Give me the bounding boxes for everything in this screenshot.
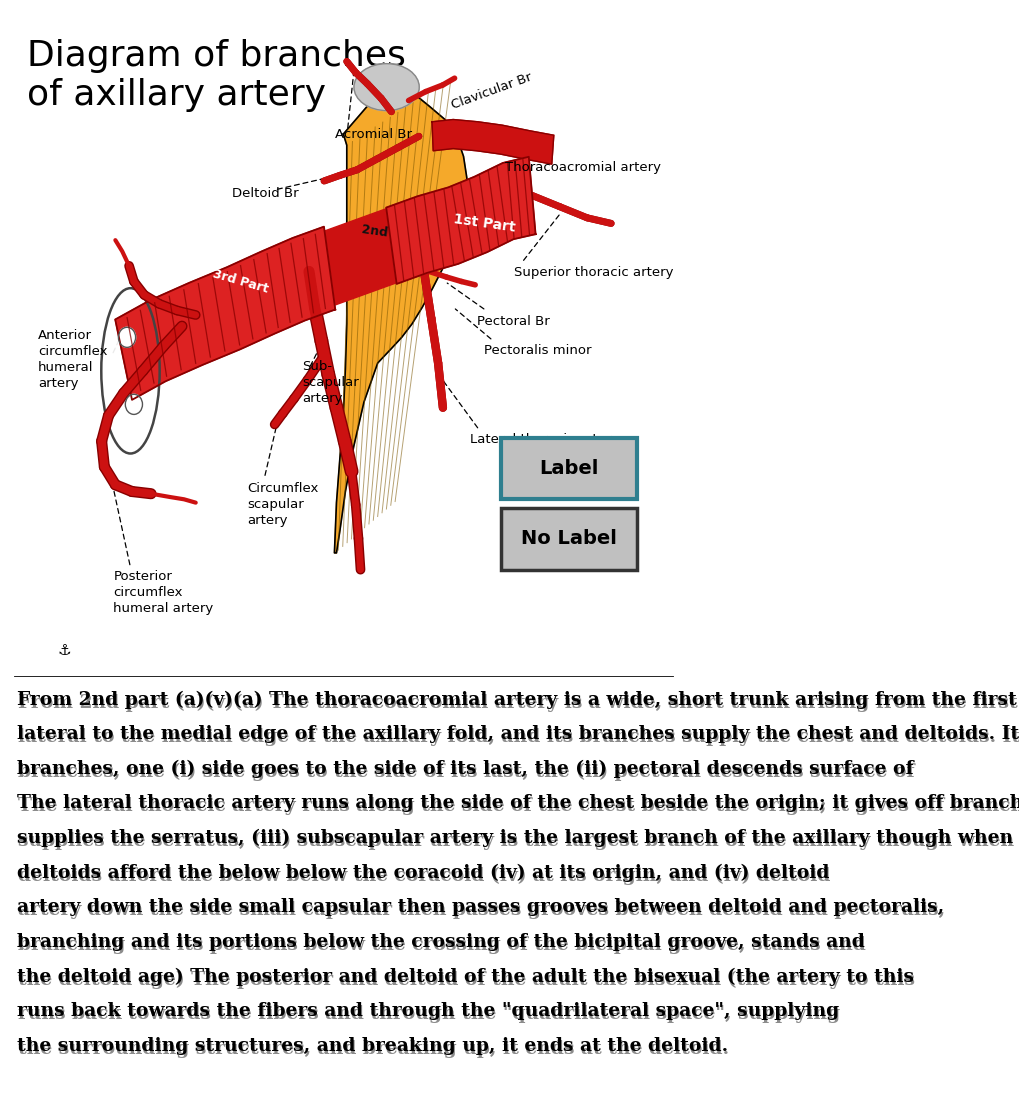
Text: From 2nd part (a)(v)(a) The thoracoacromial artery is a wide, short trunk arisin: From 2nd part (a)(v)(a) The thoracoacrom… <box>17 690 1019 708</box>
Text: the surrounding structures, and breaking up, it ends at the deltoid.: the surrounding structures, and breaking… <box>17 1037 728 1054</box>
Text: artery down the side small capsular then passes grooves between deltoid and pect: artery down the side small capsular then… <box>18 901 945 919</box>
Text: 2nd: 2nd <box>360 223 388 239</box>
Text: branches, one (i) side goes to the side of its last, the (ii) pectoral descends : branches, one (i) side goes to the side … <box>17 760 913 777</box>
Text: branching and its portions below the crossing of the bicipital groove, stands an: branching and its portions below the cro… <box>17 933 864 951</box>
Text: Posterior
circumflex
humeral artery: Posterior circumflex humeral artery <box>113 570 213 614</box>
Text: 1st Part: 1st Part <box>451 212 516 235</box>
Text: Clavicular Br: Clavicular Br <box>449 70 534 112</box>
Ellipse shape <box>118 327 136 347</box>
Text: the surrounding structures, and breaking up, it ends at the deltoid.: the surrounding structures, and breaking… <box>18 1040 729 1058</box>
Ellipse shape <box>101 288 160 454</box>
Polygon shape <box>115 227 335 400</box>
FancyBboxPatch shape <box>500 508 637 570</box>
Text: Label: Label <box>539 458 598 478</box>
Text: artery down the side small capsular then passes grooves between deltoid and pect: artery down the side small capsular then… <box>17 898 944 916</box>
Text: The lateral thoracic artery runs along the side of the chest beside the origin; : The lateral thoracic artery runs along t… <box>18 798 1019 815</box>
Text: supplies the serratus, (iii) subscapular artery is the largest branch of the axi: supplies the serratus, (iii) subscapular… <box>17 829 1019 847</box>
Text: Anterior
circumflex
humeral
artery: Anterior circumflex humeral artery <box>38 330 107 390</box>
Polygon shape <box>293 198 427 316</box>
Text: Diagram of branches
of axillary artery: Diagram of branches of axillary artery <box>28 39 406 113</box>
Text: runs back towards the fibers and through the "quadrilateral space", supplying: runs back towards the fibers and through… <box>18 1005 840 1023</box>
Ellipse shape <box>125 394 143 414</box>
Text: The lateral thoracic artery runs along the side of the chest beside the origin; : The lateral thoracic artery runs along t… <box>17 794 1019 812</box>
Text: the deltoid age) The posterior and deltoid of the adult the bisexual (the artery: the deltoid age) The posterior and delto… <box>17 967 913 985</box>
Text: branching and its portions below the crossing of the bicipital groove, stands an: branching and its portions below the cro… <box>18 936 865 954</box>
Text: 3rd Part: 3rd Part <box>211 267 269 296</box>
Text: Circumflex
scapular
artery: Circumflex scapular artery <box>247 483 318 527</box>
Text: Pectoralis minor: Pectoralis minor <box>484 344 591 357</box>
Text: lateral to the medial edge of the axillary fold, and its branches supply the che: lateral to the medial edge of the axilla… <box>18 728 1019 746</box>
Polygon shape <box>386 156 535 284</box>
FancyBboxPatch shape <box>500 438 637 499</box>
Polygon shape <box>432 120 553 164</box>
Text: Deltoid Br: Deltoid Br <box>232 187 299 200</box>
Text: deltoids afford the below below the coracoid (iv) at its origin, and (iv) deltoi: deltoids afford the below below the cora… <box>18 867 830 885</box>
Polygon shape <box>334 73 467 553</box>
Text: branches, one (i) side goes to the side of its last, the (ii) pectoral descends : branches, one (i) side goes to the side … <box>18 763 914 781</box>
Text: deltoids afford the below below the coracoid (iv) at its origin, and (iv) deltoi: deltoids afford the below below the cora… <box>17 863 828 881</box>
Text: runs back towards the fibers and through the "quadrilateral space", supplying: runs back towards the fibers and through… <box>17 1002 839 1020</box>
Text: lateral to the medial edge of the axillary fold, and its branches supply the che: lateral to the medial edge of the axilla… <box>17 725 1019 743</box>
Text: No Label: No Label <box>521 528 616 548</box>
Text: supplies the serratus, (iii) subscapular artery is the largest branch of the axi: supplies the serratus, (iii) subscapular… <box>18 832 1019 850</box>
Text: Pectoral Br: Pectoral Br <box>477 315 549 328</box>
Text: Thoracoacromial artery: Thoracoacromial artery <box>504 161 660 174</box>
Text: From 2nd part (a)(v)(a) The thoracoacromial artery is a wide, short trunk arisin: From 2nd part (a)(v)(a) The thoracoacrom… <box>18 694 1019 712</box>
Text: the deltoid age) The posterior and deltoid of the adult the bisexual (the artery: the deltoid age) The posterior and delto… <box>18 971 914 989</box>
Text: ⚓: ⚓ <box>57 642 70 658</box>
Text: Superior thoracic artery: Superior thoracic artery <box>514 266 673 279</box>
Text: Lateral thoracic artery: Lateral thoracic artery <box>470 433 619 447</box>
Text: Acromial Br: Acromial Br <box>335 127 412 141</box>
Text: Sub-
scapular
artery: Sub- scapular artery <box>302 360 359 404</box>
Ellipse shape <box>354 64 419 111</box>
